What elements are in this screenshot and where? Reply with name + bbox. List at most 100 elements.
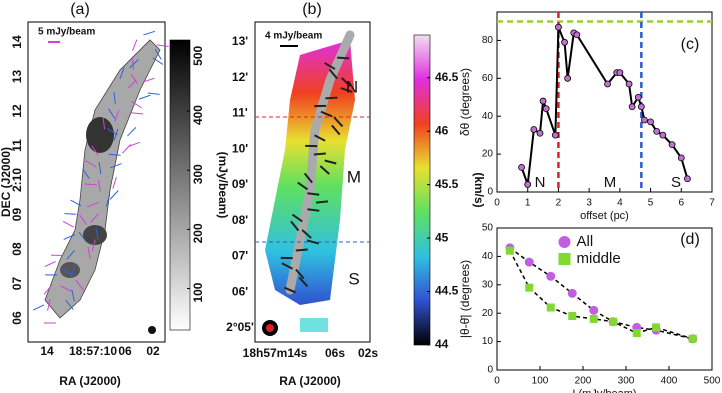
vector-segment xyxy=(84,183,97,186)
x-tick-label: 06 xyxy=(118,344,132,358)
x-tick-label: 18h57m14s xyxy=(243,346,308,360)
colorbar xyxy=(169,39,191,331)
data-point xyxy=(652,323,661,332)
legend-swatch xyxy=(558,253,571,265)
vector-segment xyxy=(97,179,101,192)
vector-segment xyxy=(71,289,75,302)
data-point xyxy=(677,154,685,162)
data-point xyxy=(634,93,642,101)
data-point xyxy=(604,80,611,88)
colorbar-tick-label: 44.5 xyxy=(435,284,459,298)
data-point xyxy=(616,69,624,77)
y-tick-label: 20 xyxy=(482,308,494,319)
data-point xyxy=(505,246,514,255)
vector-segment xyxy=(156,44,169,47)
data-point xyxy=(536,129,544,137)
vector-segment xyxy=(70,264,75,277)
vector-segment xyxy=(154,48,162,60)
data-point xyxy=(589,314,598,323)
y-tick-label: 08 xyxy=(10,242,24,256)
colorbar-tick-label: 45.5 xyxy=(435,177,459,191)
vector-segment xyxy=(130,73,138,85)
data-point xyxy=(567,288,577,298)
vector-segment xyxy=(131,57,135,70)
data-point xyxy=(625,80,633,88)
vector-segment xyxy=(86,202,99,208)
legend-label: All xyxy=(577,233,594,250)
vector-segment xyxy=(63,234,75,240)
vector-segment xyxy=(291,213,303,223)
vector-segment xyxy=(142,77,155,83)
vector-segment xyxy=(102,117,106,130)
vector-segment xyxy=(109,190,119,200)
vector-segment xyxy=(75,279,84,290)
x-tick-label: 200 xyxy=(575,376,592,387)
vector-segment xyxy=(113,91,116,104)
data-point xyxy=(555,23,562,31)
vector-segment xyxy=(64,213,77,215)
vector-segment xyxy=(131,112,144,115)
vector-segment xyxy=(90,213,99,224)
vector-segment xyxy=(98,162,102,175)
vector-segment xyxy=(306,239,320,245)
y-tick-label: 50 xyxy=(482,223,494,234)
y-tick-label: 0 xyxy=(487,187,493,198)
colorbar-tick-label: 46.5 xyxy=(435,70,459,84)
vector-segment xyxy=(119,67,125,79)
x-axis-label: offset (pc) xyxy=(580,210,629,222)
data-point xyxy=(568,312,577,321)
y-tick-label: 07' xyxy=(232,249,248,263)
y-tick-label: 60 xyxy=(482,73,494,84)
x-axis-label: RA (J2000) xyxy=(279,374,341,388)
data-point xyxy=(609,317,618,326)
region-label: S xyxy=(671,174,681,191)
x-axis-label: I (mJy/beam) xyxy=(572,388,636,393)
colorbar-tick-label: 45 xyxy=(435,230,449,244)
vector-segment xyxy=(91,145,99,156)
x-tick-label: 500 xyxy=(704,376,721,387)
y-tick-label: 12 xyxy=(10,104,24,118)
x-tick-label: 4 xyxy=(617,198,623,209)
data-point xyxy=(518,163,525,171)
vector-segment xyxy=(297,181,309,191)
vector-segment xyxy=(107,128,118,136)
vector-segment xyxy=(320,110,333,118)
data-point xyxy=(564,74,572,82)
y-tick-label: 11 xyxy=(10,139,24,152)
vector-segment xyxy=(138,94,151,100)
vector-segment xyxy=(340,77,351,87)
y-tick-label: 06 xyxy=(10,311,24,325)
y-tick-label: 07 xyxy=(10,277,24,291)
y-tick-label: 12' xyxy=(232,70,248,84)
vector-segment xyxy=(47,298,51,311)
vector-segment xyxy=(129,59,139,69)
x-tick-label: 6 xyxy=(679,198,685,209)
x-tick-label: 3 xyxy=(586,198,592,209)
plot-frame xyxy=(496,11,713,193)
map-a xyxy=(27,21,166,343)
scale-label: 4 mJy/beam xyxy=(265,31,322,42)
vector-segment xyxy=(108,108,116,120)
plot-frame xyxy=(496,227,713,371)
vector-segment xyxy=(79,214,88,226)
vector-segment xyxy=(113,128,119,141)
x-tick-label: 5 xyxy=(648,198,654,209)
vector-segment xyxy=(328,68,338,80)
colorbar-label: (km/s) xyxy=(472,172,486,207)
y-axis-label: δθ (degrees) xyxy=(458,68,472,136)
panel-label: (a) xyxy=(70,1,90,18)
data-point xyxy=(524,257,534,267)
x-tick-label: 02 xyxy=(146,344,160,358)
vector-segment xyxy=(319,165,330,175)
vector-segment xyxy=(298,276,309,288)
data-point xyxy=(688,334,697,343)
y-tick-label: 80 xyxy=(482,35,494,46)
vector-segment xyxy=(303,172,313,184)
vector-segment xyxy=(85,160,97,168)
y-tick-label: 30 xyxy=(482,279,494,290)
vector-segment xyxy=(284,286,296,294)
y-tick-label: 40 xyxy=(482,251,494,262)
data-point xyxy=(659,131,667,139)
vector-segment xyxy=(340,87,353,93)
x-tick-label: 14 xyxy=(40,344,54,358)
